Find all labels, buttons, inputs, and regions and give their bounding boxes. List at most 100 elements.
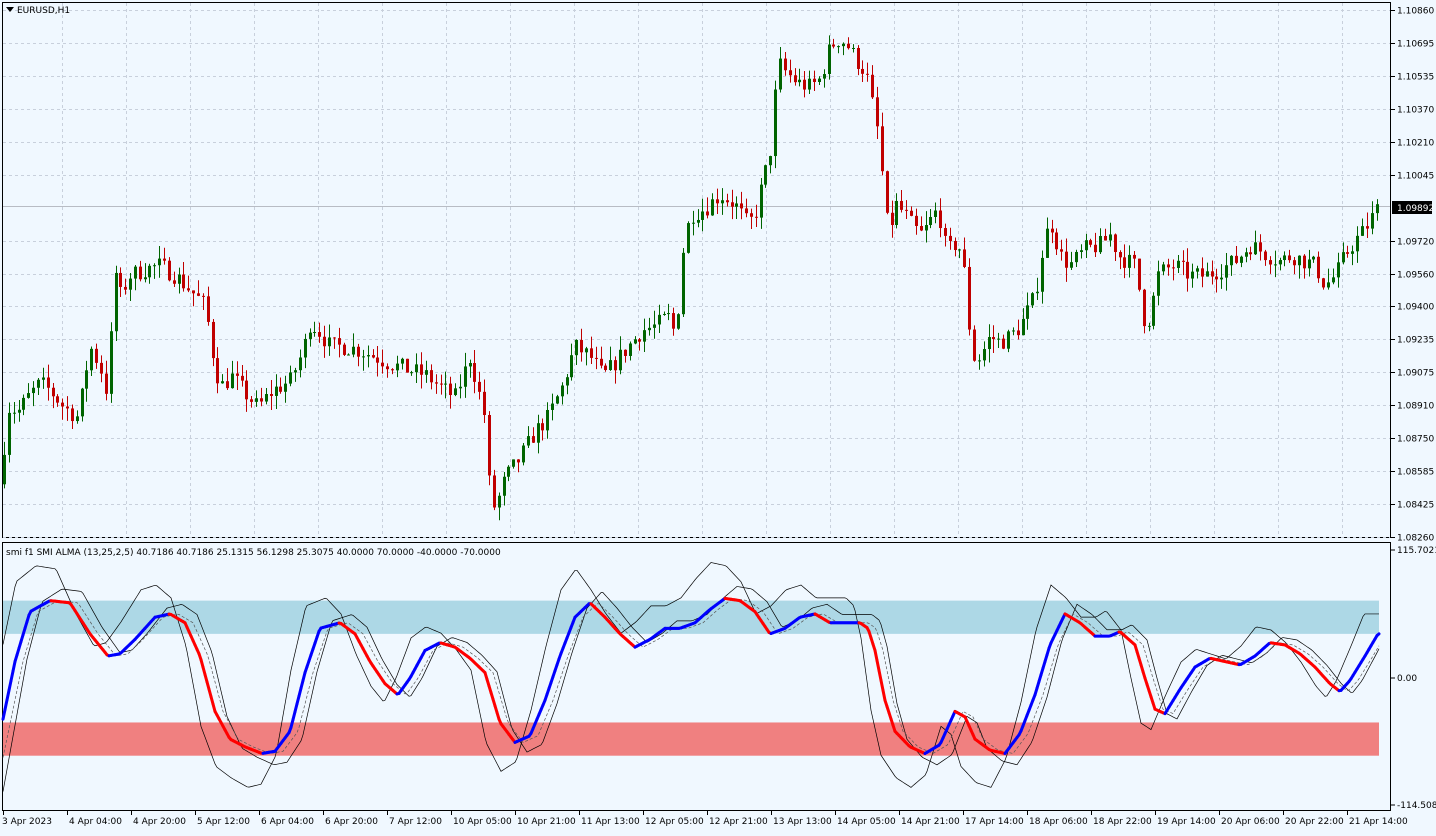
candle-body (1191, 272, 1194, 279)
candle-body (1167, 264, 1170, 267)
candle-body (677, 314, 680, 328)
candle-body (250, 399, 253, 402)
candle-body (1279, 260, 1282, 264)
candle-body (721, 200, 724, 203)
candle-body (1264, 252, 1267, 261)
candle-body (81, 389, 84, 417)
candle-body (66, 406, 69, 408)
candle-body (566, 377, 569, 385)
candle-body (420, 364, 423, 374)
candle-body (716, 199, 719, 203)
candle-body (978, 360, 981, 361)
price-tick-label: 1.10695 (1397, 40, 1434, 50)
price-tick-label: 1.10045 (1397, 172, 1434, 182)
candle-body (1322, 278, 1325, 287)
candle-body (1235, 256, 1238, 263)
candle-body (245, 381, 248, 400)
candle-body (861, 69, 864, 74)
candle-body (988, 337, 991, 349)
candle-body (1332, 277, 1335, 282)
candle-body (920, 226, 923, 230)
time-tick-label: 5 Apr 12:00 (197, 817, 250, 827)
smi-main-segment (879, 670, 881, 680)
time-tick-label: 4 Apr 20:00 (133, 817, 186, 827)
candle-body (1114, 234, 1117, 252)
candle-body (891, 213, 894, 225)
candle-body (968, 267, 971, 330)
candle-body (333, 337, 336, 338)
candle-body (590, 348, 593, 358)
candle-body (139, 267, 142, 280)
candle-body (1361, 226, 1364, 236)
candle-body (663, 314, 666, 315)
candle-body (798, 80, 801, 82)
time-tick-label: 20 Apr 22:00 (1285, 817, 1344, 827)
candle-body (541, 423, 544, 430)
candle-body (1123, 257, 1126, 268)
candle-body (769, 156, 772, 165)
time-tick-label: 19 Apr 14:00 (1157, 817, 1216, 827)
candle-body (580, 340, 583, 352)
time-tick-label: 14 Apr 05:00 (837, 817, 896, 827)
candle-body (1269, 260, 1272, 264)
candle-body (163, 259, 166, 261)
smi-main-segment (881, 680, 883, 690)
candle-body (687, 223, 690, 253)
candle-body (182, 275, 185, 289)
candle-body (711, 199, 714, 215)
candle-body (1055, 232, 1058, 249)
candle-body (216, 358, 219, 383)
candle-body (745, 208, 748, 213)
candle-body (600, 359, 603, 366)
candle-body (866, 74, 869, 75)
candle-body (1288, 255, 1291, 260)
candle-body (1317, 257, 1320, 279)
candle-body (71, 408, 74, 421)
price-tick-label: 1.09720 (1397, 238, 1434, 248)
candle-body (648, 328, 651, 330)
candle-body (1293, 260, 1296, 265)
candle-body (391, 369, 394, 370)
candle-body (328, 337, 331, 346)
candle-body (532, 436, 535, 443)
candle-body (527, 436, 530, 445)
time-tick-label: 6 Apr 20:00 (325, 817, 378, 827)
time-tick-label: 17 Apr 14:00 (965, 817, 1024, 827)
candle-body (813, 79, 816, 82)
candle-body (1080, 250, 1083, 252)
candle-body (115, 273, 118, 331)
candle-body (1119, 252, 1122, 257)
candle-body (517, 459, 520, 462)
candle-body (265, 394, 268, 402)
candle-body (255, 398, 258, 402)
candle-body (1337, 262, 1340, 277)
candle-body (1099, 236, 1102, 252)
candle-body (1245, 252, 1248, 256)
time-tick-label: 18 Apr 06:00 (1029, 817, 1088, 827)
candle-body (1075, 252, 1078, 262)
candle-body (1283, 255, 1286, 260)
candle-body (847, 44, 850, 48)
candle-body (740, 203, 743, 208)
candle-body (231, 373, 234, 388)
time-tick-label: 14 Apr 21:00 (901, 817, 960, 827)
candle-body (289, 372, 292, 383)
candle-body (983, 349, 986, 360)
candle-body (789, 70, 792, 75)
price-tick-label: 1.08260 (1397, 534, 1434, 544)
candle-body (158, 259, 161, 266)
candle-body (944, 228, 947, 236)
candle-body (279, 387, 282, 392)
candle-body (478, 382, 481, 392)
candle-body (226, 381, 229, 388)
candle-body (1152, 296, 1155, 326)
candle-body (406, 359, 409, 373)
price-tick-label: 1.08750 (1397, 435, 1434, 445)
candle-body (828, 45, 831, 75)
candle-body (692, 223, 695, 224)
time-tick-label: 10 Apr 21:00 (517, 817, 576, 827)
candle-body (614, 360, 617, 370)
candle-body (546, 410, 549, 430)
candle-body (454, 388, 457, 395)
